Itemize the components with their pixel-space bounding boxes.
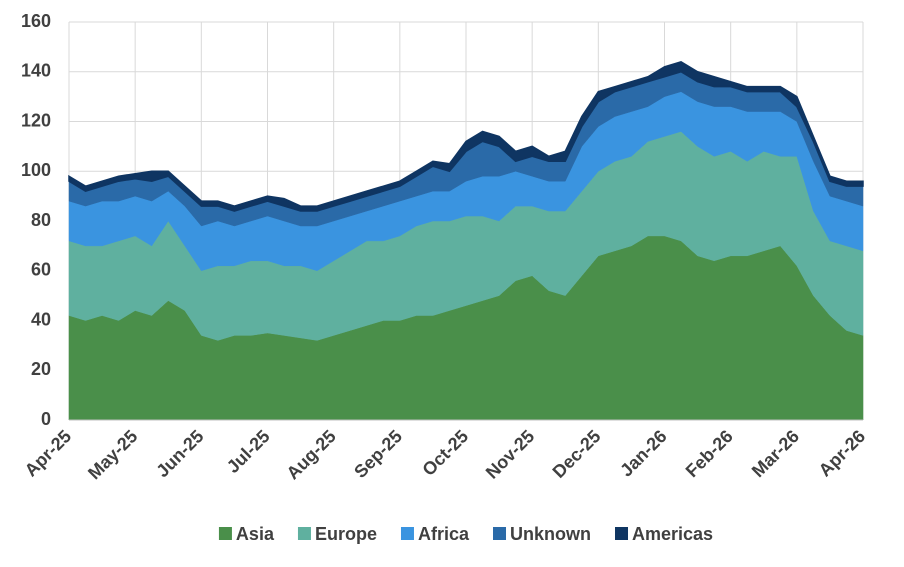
y-tick-label: 0 (41, 409, 51, 429)
x-tick-label: Apr-25 (21, 426, 75, 480)
x-tick-label: Sep-25 (350, 426, 406, 482)
y-tick-label: 60 (31, 260, 51, 280)
x-tick-label: Apr-26 (815, 426, 869, 480)
legend-swatch (218, 527, 232, 540)
x-tick-label: Aug-25 (283, 426, 340, 483)
y-tick-label: 120 (21, 110, 51, 130)
x-tick-label: Feb-26 (682, 426, 737, 481)
area (68, 60, 864, 212)
x-tick-label: Jul-25 (223, 426, 274, 477)
y-tick-label: 100 (21, 160, 51, 180)
x-tick-label: Oct-25 (418, 426, 472, 480)
legend-label: Asia (236, 524, 275, 544)
legend-label: Africa (418, 524, 470, 544)
x-tick-label: Mar-26 (748, 426, 803, 481)
x-tick-label: Dec-25 (549, 426, 605, 482)
y-tick-label: 160 (21, 11, 51, 31)
legend-swatch (493, 527, 507, 540)
legend-label: Americas (632, 524, 713, 544)
x-tick-label: Jan-26 (616, 426, 670, 480)
legend-swatch (615, 527, 629, 540)
legend-label: Unknown (510, 524, 591, 544)
legend: Asia Europe Africa Unknown Americas (218, 524, 713, 544)
y-tick-label: 40 (31, 309, 51, 329)
legend-swatch (400, 527, 414, 540)
x-tick-label: Nov-25 (482, 426, 539, 483)
legend-swatch (297, 527, 311, 540)
x-tick-label: Jun-25 (152, 426, 207, 481)
x-tick-label: May-25 (84, 426, 141, 483)
y-tick-label: 80 (31, 210, 51, 230)
legend-label: Europe (315, 524, 377, 544)
y-tick-label: 140 (21, 61, 51, 81)
y-tick-label: 20 (31, 359, 51, 379)
